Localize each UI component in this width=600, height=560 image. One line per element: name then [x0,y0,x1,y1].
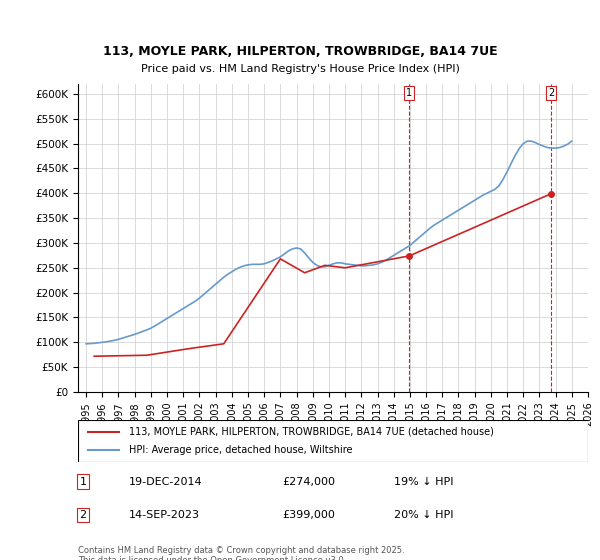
Text: 1: 1 [80,477,86,487]
Text: Contains HM Land Registry data © Crown copyright and database right 2025.
This d: Contains HM Land Registry data © Crown c… [78,546,404,560]
Text: 2: 2 [548,88,554,98]
Text: 113, MOYLE PARK, HILPERTON, TROWBRIDGE, BA14 7UE: 113, MOYLE PARK, HILPERTON, TROWBRIDGE, … [103,45,497,58]
Text: 14-SEP-2023: 14-SEP-2023 [129,510,200,520]
Text: 113, MOYLE PARK, HILPERTON, TROWBRIDGE, BA14 7UE (detached house): 113, MOYLE PARK, HILPERTON, TROWBRIDGE, … [129,427,494,437]
Text: 19% ↓ HPI: 19% ↓ HPI [394,477,454,487]
Text: £274,000: £274,000 [282,477,335,487]
Text: HPI: Average price, detached house, Wiltshire: HPI: Average price, detached house, Wilt… [129,445,353,455]
Text: 19-DEC-2014: 19-DEC-2014 [129,477,203,487]
Text: 1: 1 [406,88,412,98]
Text: Price paid vs. HM Land Registry's House Price Index (HPI): Price paid vs. HM Land Registry's House … [140,64,460,74]
Text: 20% ↓ HPI: 20% ↓ HPI [394,510,454,520]
FancyBboxPatch shape [78,420,588,462]
Text: £399,000: £399,000 [282,510,335,520]
Text: 2: 2 [80,510,86,520]
